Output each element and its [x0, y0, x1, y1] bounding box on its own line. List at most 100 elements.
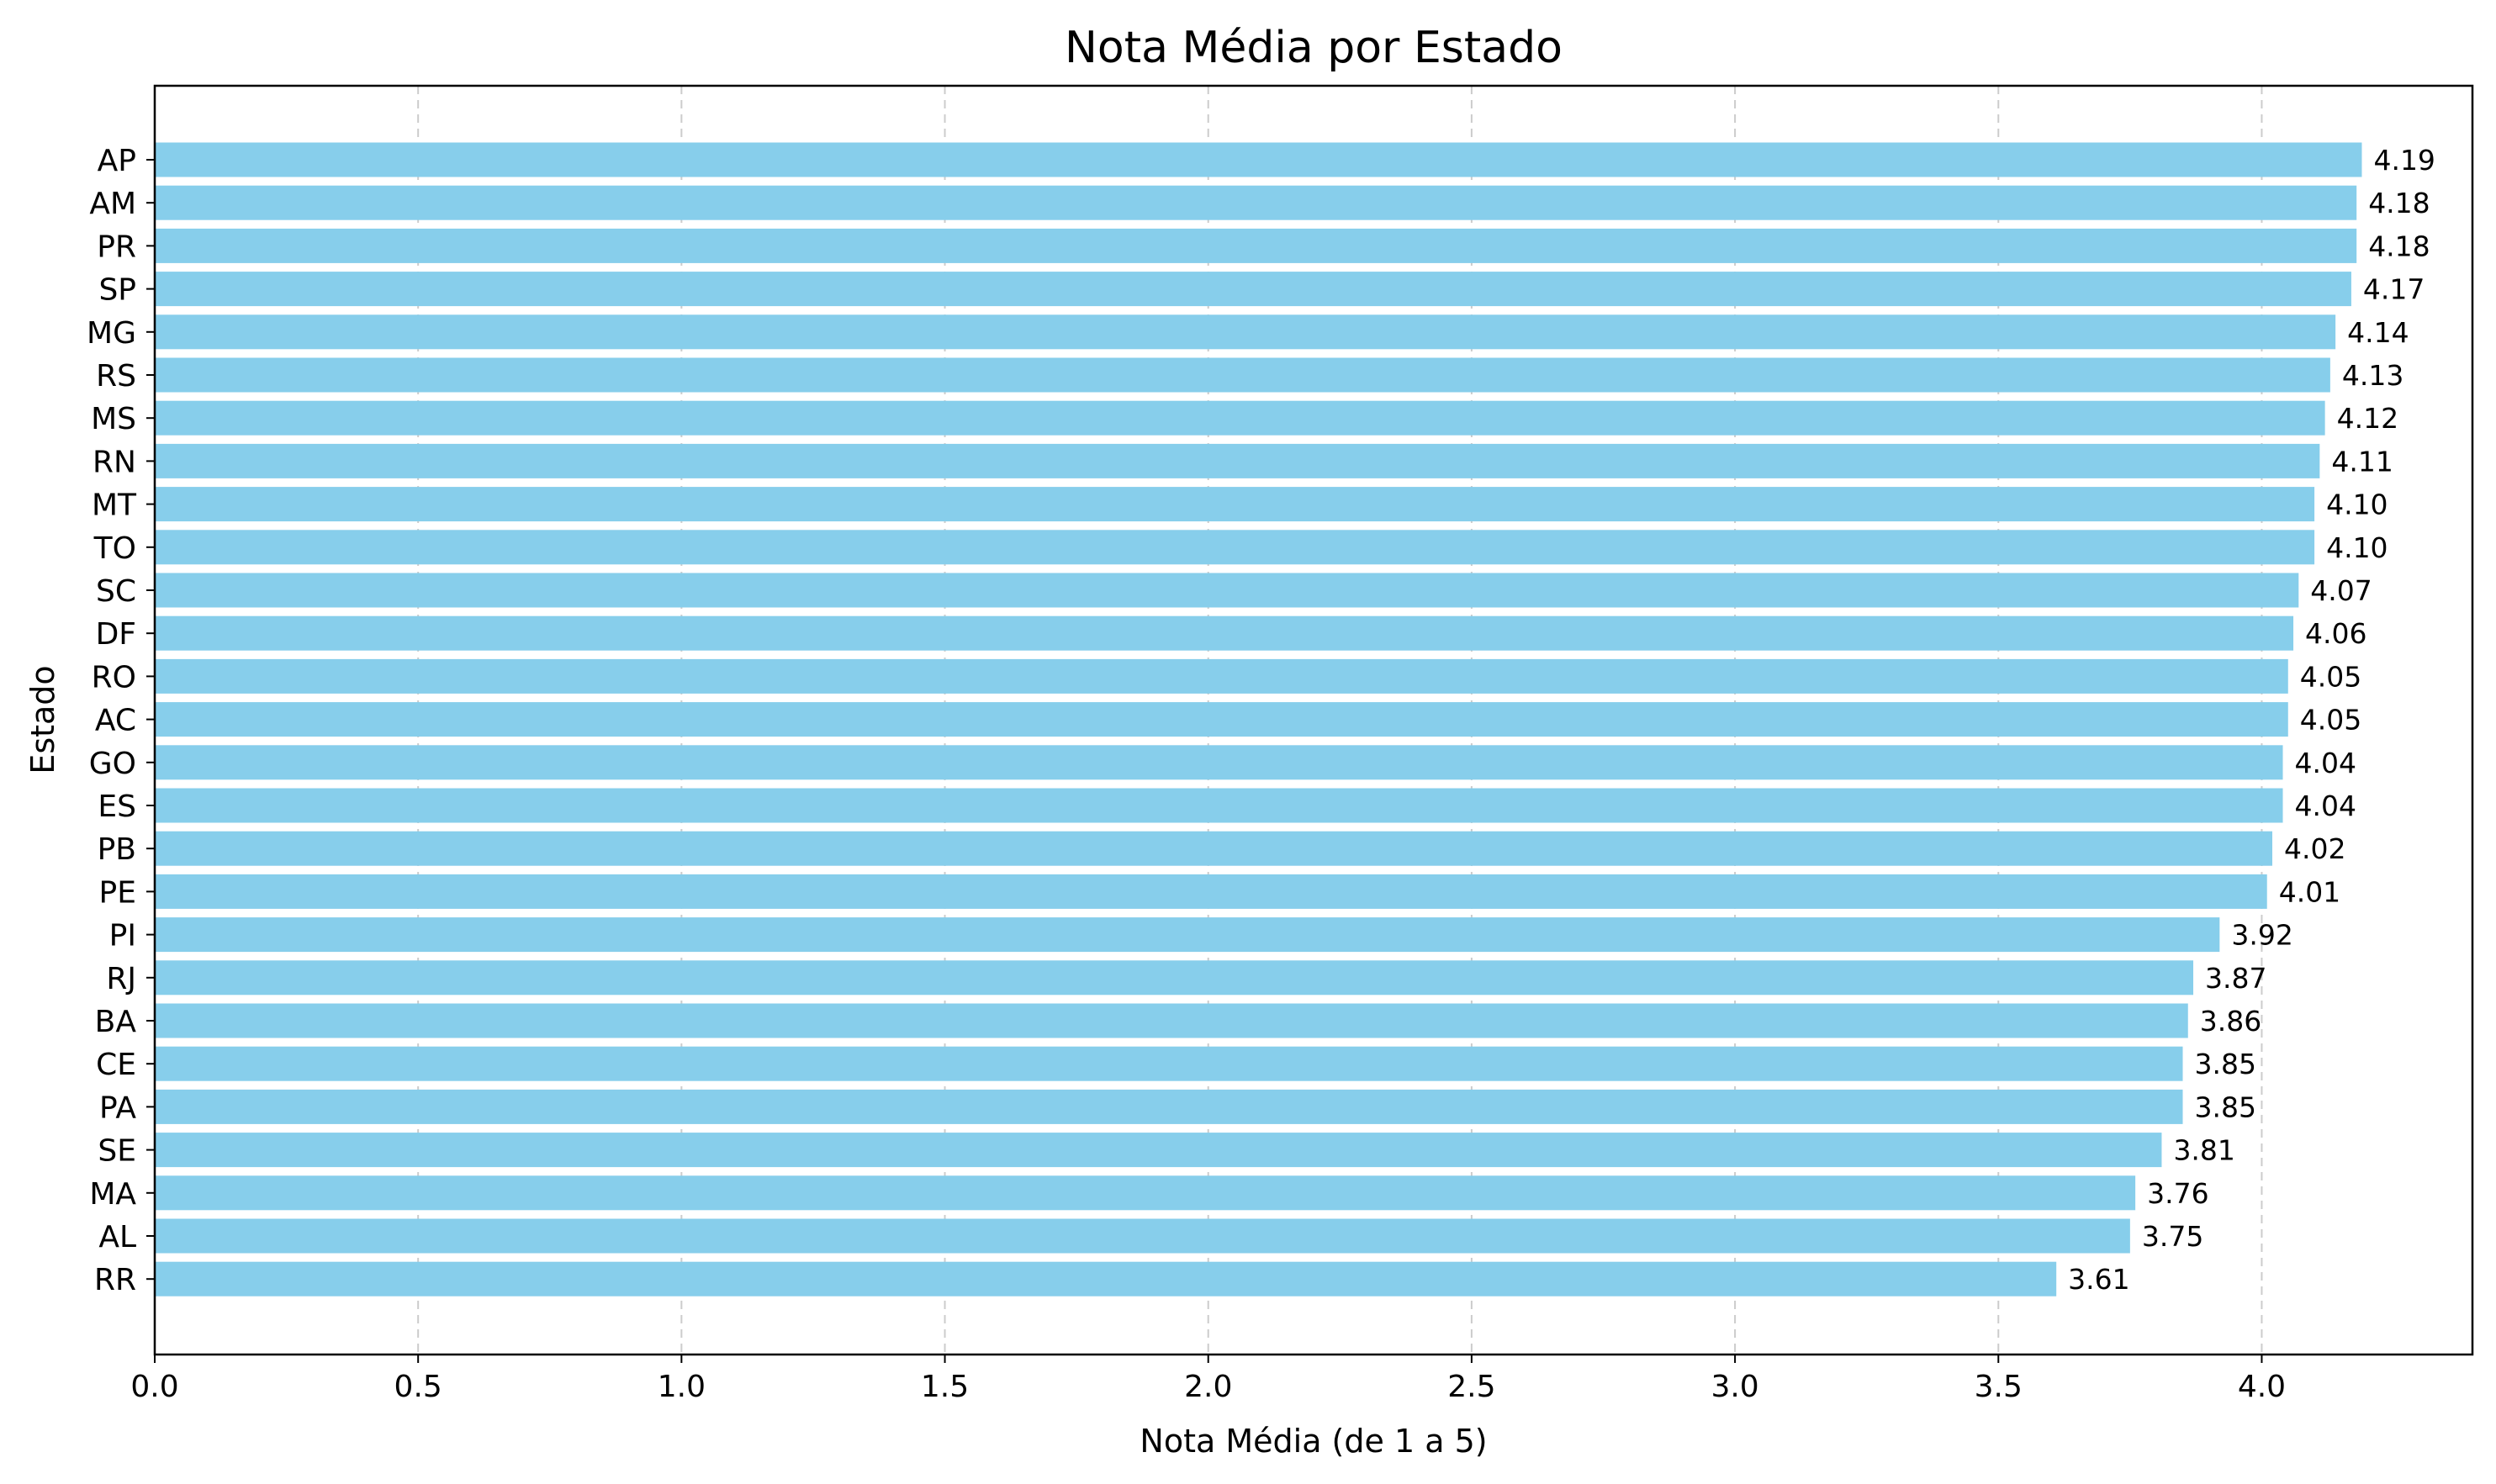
x-tick-label: 2.5 [1447, 1370, 1495, 1404]
y-tick-label: RO [92, 660, 136, 694]
y-axis: AP AM PR SP MG RS MS RN MT TO SC DF RO AC GO ES PB PE PI RJ… [87, 144, 155, 1297]
bar [155, 443, 2320, 478]
bar [155, 702, 2288, 737]
value-label: 4.14 [2347, 316, 2409, 349]
bar [155, 357, 2330, 393]
y-tick-label: SE [98, 1134, 136, 1169]
bar [155, 1046, 2183, 1081]
bar [155, 831, 2272, 866]
y-tick-label: CE [96, 1048, 136, 1082]
y-tick-label: ES [98, 790, 136, 824]
y-tick-label: SP [98, 273, 136, 308]
y-axis-label: Estado [24, 665, 61, 774]
value-label: 3.86 [2200, 1005, 2261, 1038]
chart-title: Nota Média por Estado [1065, 23, 1563, 73]
value-label: 3.92 [2231, 919, 2292, 952]
y-tick-label: SC [96, 574, 136, 609]
bar [155, 788, 2283, 823]
value-label: 3.85 [2195, 1091, 2256, 1123]
bar [155, 1003, 2188, 1038]
value-label: 3.75 [2142, 1220, 2203, 1253]
y-tick-label: MA [89, 1177, 136, 1212]
value-label: 4.06 [2305, 617, 2366, 650]
value-label: 4.01 [2279, 875, 2340, 908]
y-tick-label: MS [91, 402, 136, 436]
value-label: 4.11 [2331, 445, 2393, 478]
y-tick-label: GO [89, 747, 136, 781]
bars [155, 142, 2362, 1297]
value-label: 3.81 [2173, 1134, 2234, 1167]
bar [155, 745, 2283, 780]
y-tick-label: PI [109, 919, 136, 953]
bar [155, 1261, 2057, 1297]
y-tick-label: PR [97, 230, 136, 264]
y-tick-label: RN [93, 445, 136, 479]
bar [155, 1218, 2130, 1254]
x-tick-label: 0.0 [130, 1370, 178, 1404]
y-tick-label: AC [95, 704, 136, 738]
bar [155, 917, 2220, 953]
y-tick-label: AL [98, 1220, 136, 1254]
value-label: 4.10 [2326, 489, 2388, 521]
bar [155, 1133, 2162, 1168]
value-label: 3.76 [2147, 1177, 2208, 1210]
x-tick-label: 3.5 [1975, 1370, 2023, 1404]
y-tick-label: PB [98, 832, 136, 867]
value-label: 3.85 [2195, 1048, 2256, 1080]
x-tick-label: 2.0 [1184, 1370, 1232, 1404]
y-tick-label: PA [99, 1091, 136, 1125]
bar [155, 658, 2288, 694]
value-label: 4.05 [2300, 660, 2361, 693]
bar [155, 874, 2267, 909]
x-axis: 0.0 0.5 1.0 1.5 2.0 2.5 3.0 3.5 4.0 [130, 1355, 2286, 1404]
value-label: 4.10 [2326, 531, 2388, 564]
value-label: 4.05 [2300, 704, 2361, 737]
bar [155, 573, 2299, 608]
x-axis-label: Nota Média (de 1 a 5) [1140, 1423, 1487, 1460]
bar [155, 960, 2194, 995]
x-tick-label: 3.0 [1711, 1370, 1758, 1404]
x-tick-label: 1.0 [658, 1370, 706, 1404]
y-tick-label: DF [96, 617, 136, 652]
bar [155, 1089, 2183, 1124]
value-label: 4.12 [2337, 402, 2398, 435]
value-label: 4.17 [2363, 273, 2425, 306]
y-tick-label: AM [89, 187, 136, 221]
y-tick-label: RJ [106, 962, 136, 996]
value-label: 4.19 [2373, 144, 2435, 177]
value-label: 4.04 [2295, 790, 2356, 822]
y-tick-label: TO [93, 531, 136, 566]
value-label: 3.87 [2205, 962, 2266, 995]
y-tick-label: PE [99, 875, 136, 910]
bar [155, 530, 2315, 565]
bar [155, 1175, 2136, 1211]
bar [155, 228, 2357, 263]
value-labels: 4.19 4.18 4.18 4.17 4.14 4.13 4.12 4.11 4.10 4.10… [2068, 144, 2435, 1296]
value-label: 4.18 [2368, 230, 2430, 262]
plot-frame [153, 84, 2474, 1356]
value-label: 4.02 [2284, 832, 2345, 865]
bar [155, 185, 2357, 220]
value-label: 4.13 [2342, 359, 2403, 392]
value-label: 4.04 [2295, 747, 2356, 779]
value-label: 4.18 [2368, 187, 2430, 219]
value-label: 3.61 [2068, 1263, 2129, 1296]
y-tick-label: RR [94, 1263, 136, 1297]
bar [155, 615, 2294, 651]
x-tick-label: 4.0 [2238, 1370, 2286, 1404]
y-tick-label: RS [96, 359, 136, 393]
bar [155, 314, 2336, 350]
bar [155, 272, 2351, 307]
y-tick-label: MG [87, 316, 136, 351]
y-tick-label: AP [98, 144, 136, 178]
value-label: 4.07 [2310, 574, 2372, 607]
bar [155, 142, 2362, 177]
bar [155, 487, 2315, 522]
y-tick-label: MT [92, 489, 137, 523]
x-tick-label: 0.5 [394, 1370, 442, 1404]
x-tick-label: 1.5 [921, 1370, 969, 1404]
bar [155, 400, 2325, 436]
y-tick-label: BA [95, 1005, 137, 1039]
